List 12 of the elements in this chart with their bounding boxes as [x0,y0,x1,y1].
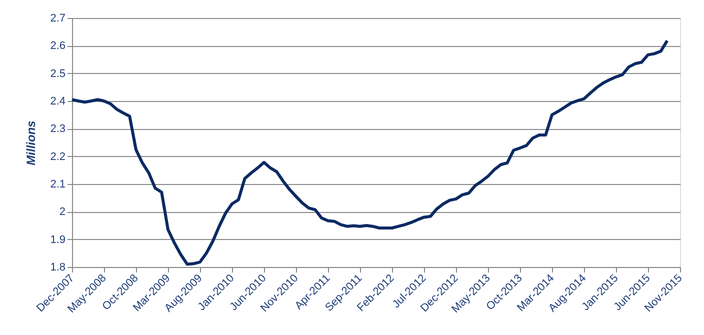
y-tick-label: 2.7 [50,12,66,24]
y-tick-label: 1.8 [50,262,66,274]
y-tick-label: 2.6 [50,40,66,52]
y-tick-label: 2.5 [50,68,66,80]
y-tick-label: 2 [59,206,66,218]
line-series [70,39,669,266]
y-axis-title: Millions [24,120,38,166]
y-tick-label: 2.3 [50,123,66,136]
y-tick-label: 1.9 [50,234,66,246]
y-tick-label: 2.4 [50,96,66,108]
y-tick-label: 2.2 [50,150,66,163]
y-tick-label: 2.1 [50,178,66,190]
